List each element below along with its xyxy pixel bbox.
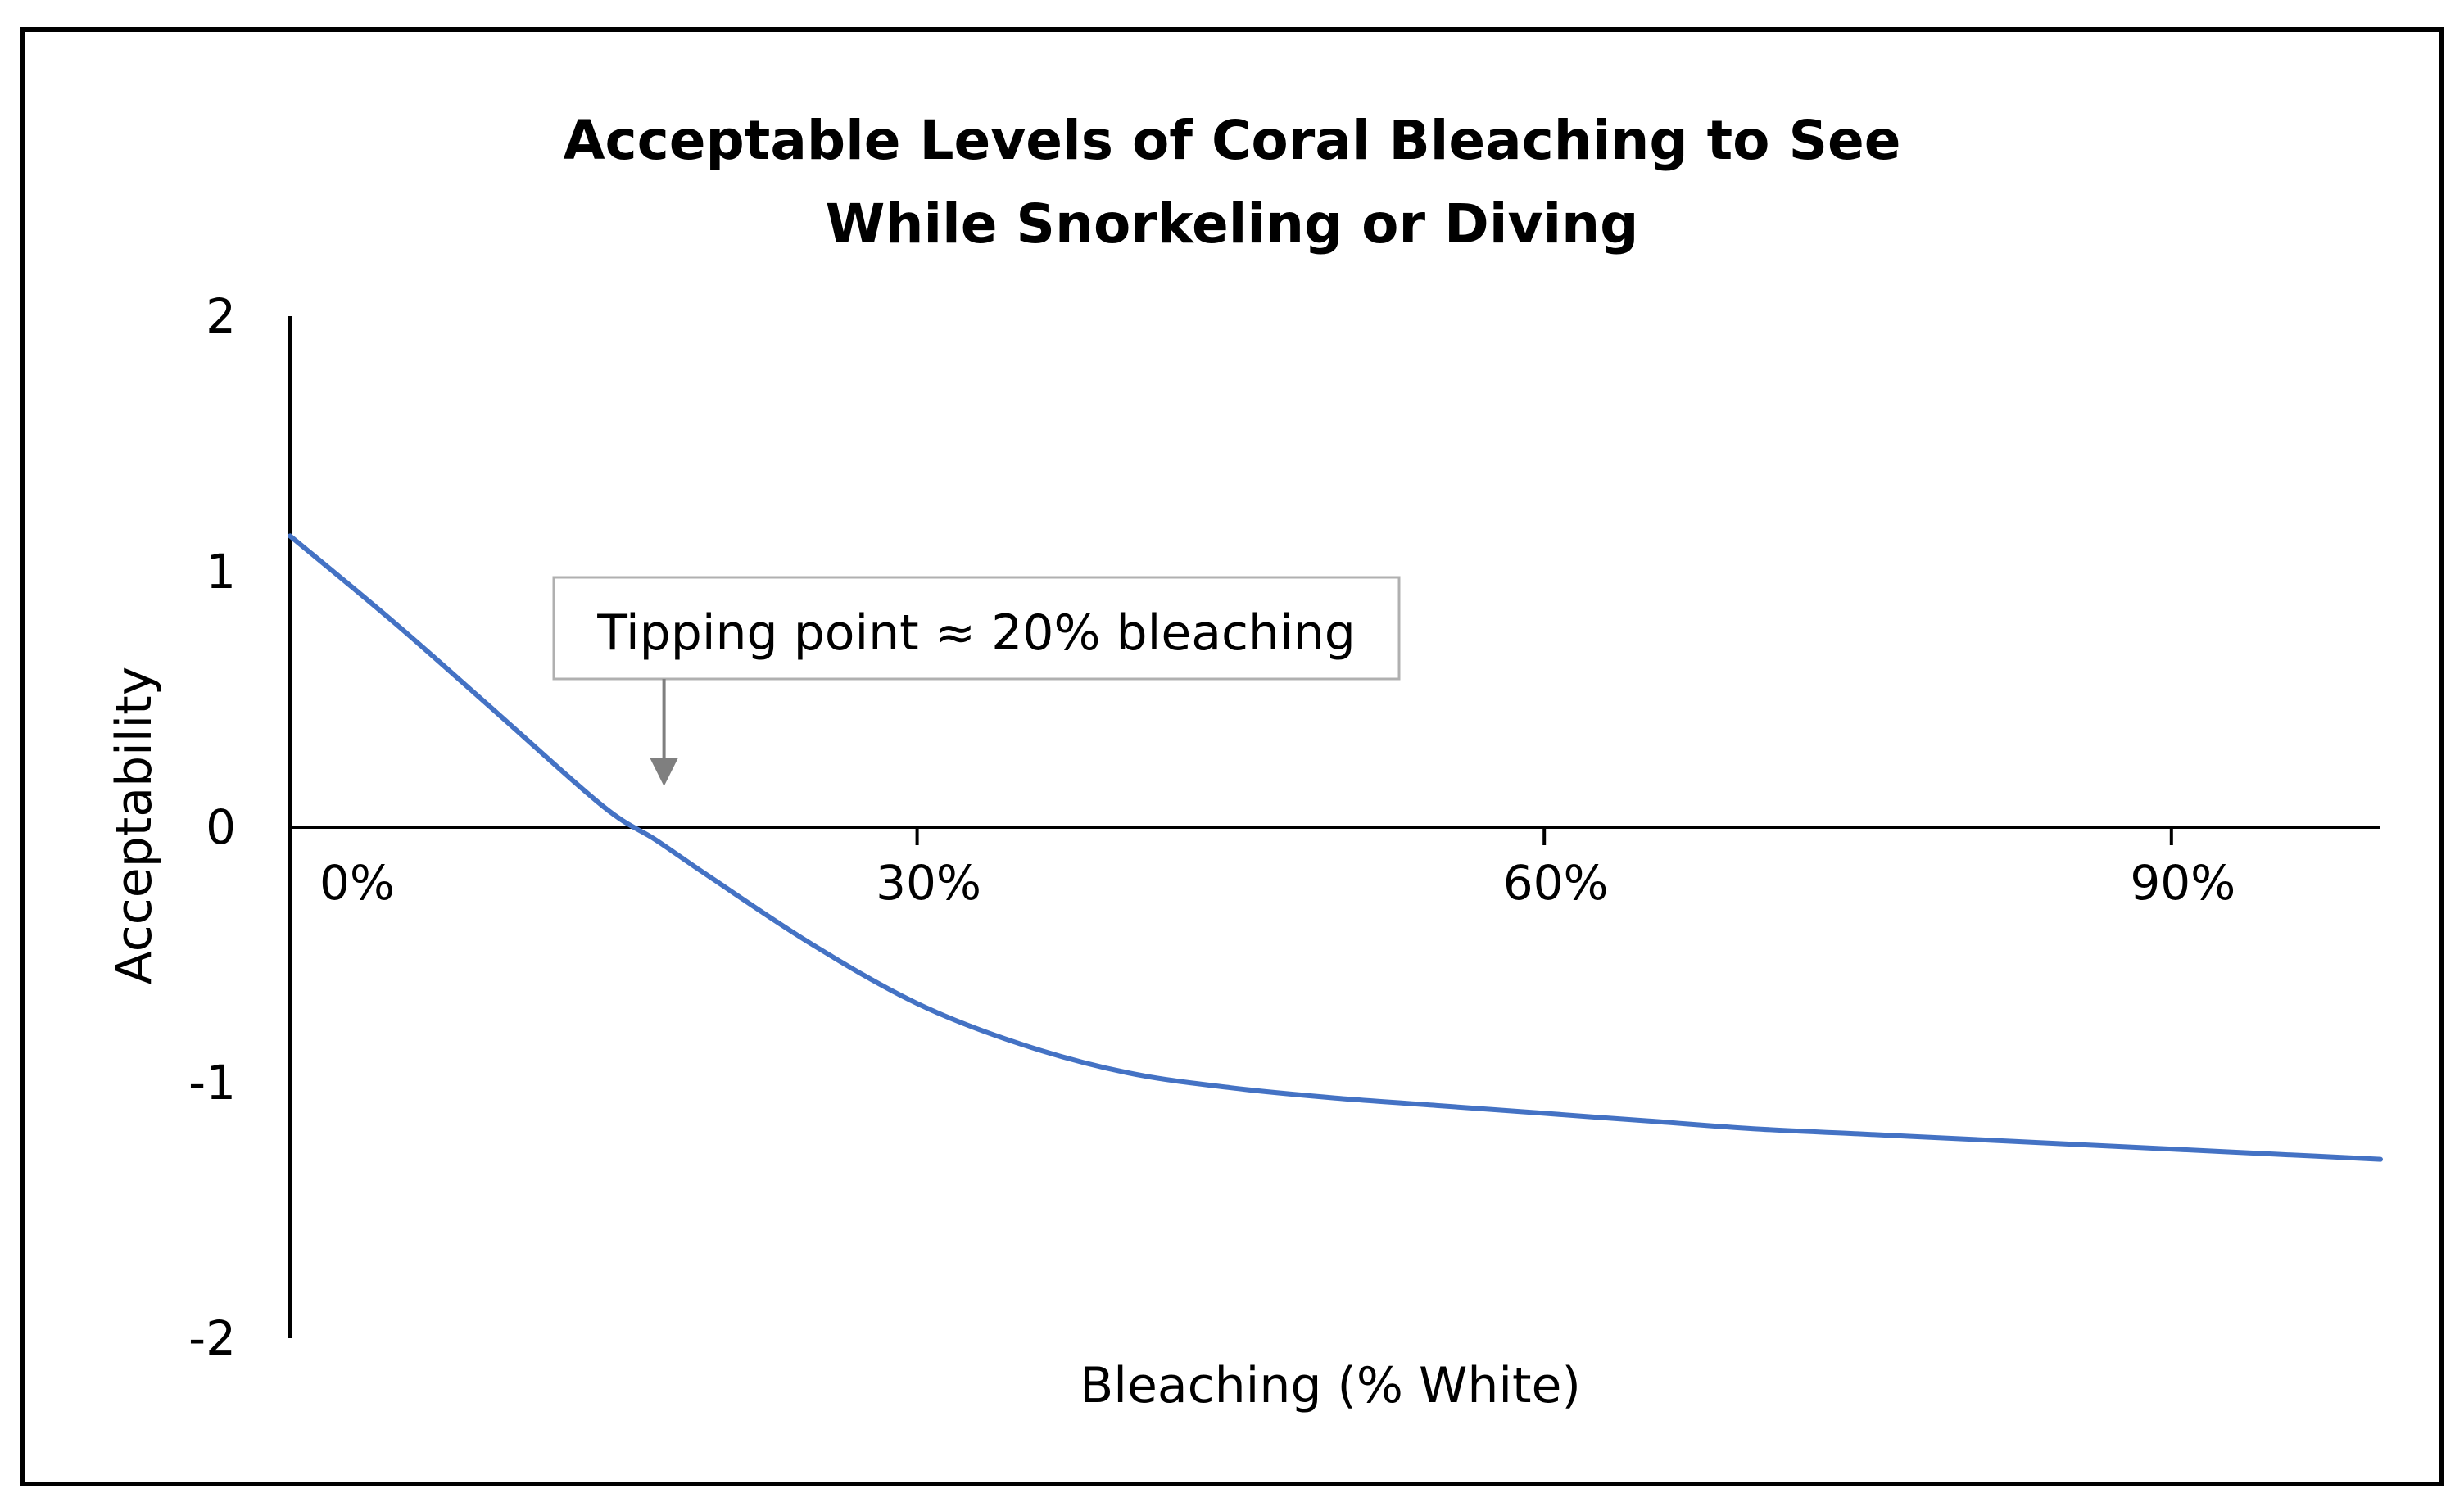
y-tick-label: 0 <box>206 799 236 855</box>
chart-title-line-1: Acceptable Levels of Coral Bleaching to … <box>563 109 1900 172</box>
series-line-acceptability <box>288 533 2383 1162</box>
y-ticks: 2 1 0 -1 -2 <box>188 288 236 1366</box>
y-tick-label: -2 <box>188 1310 236 1366</box>
y-tick-label: -1 <box>188 1055 236 1111</box>
x-tick-label: 0% <box>319 855 395 911</box>
x-tick-label: 60% <box>1503 855 1609 911</box>
annotation-text: Tipping point ≈ 20% bleaching <box>596 604 1356 662</box>
x-tick-label: 90% <box>2130 855 2235 911</box>
y-tick-label: 1 <box>206 544 236 599</box>
annotation-arrow-head <box>650 758 678 786</box>
chart-title-line-2: While Snorkeling or Diving <box>826 192 1639 256</box>
x-tick-label: 30% <box>876 855 981 911</box>
y-tick-label: 2 <box>206 288 236 344</box>
annotation-box <box>552 576 1401 681</box>
x-axis-title: Bleaching (% White) <box>1080 1357 1581 1414</box>
x-ticks: 0% 30% 60% 90% <box>319 827 2235 911</box>
chart-frame <box>20 27 2444 1486</box>
y-axis-title: Acceptability <box>106 667 163 984</box>
